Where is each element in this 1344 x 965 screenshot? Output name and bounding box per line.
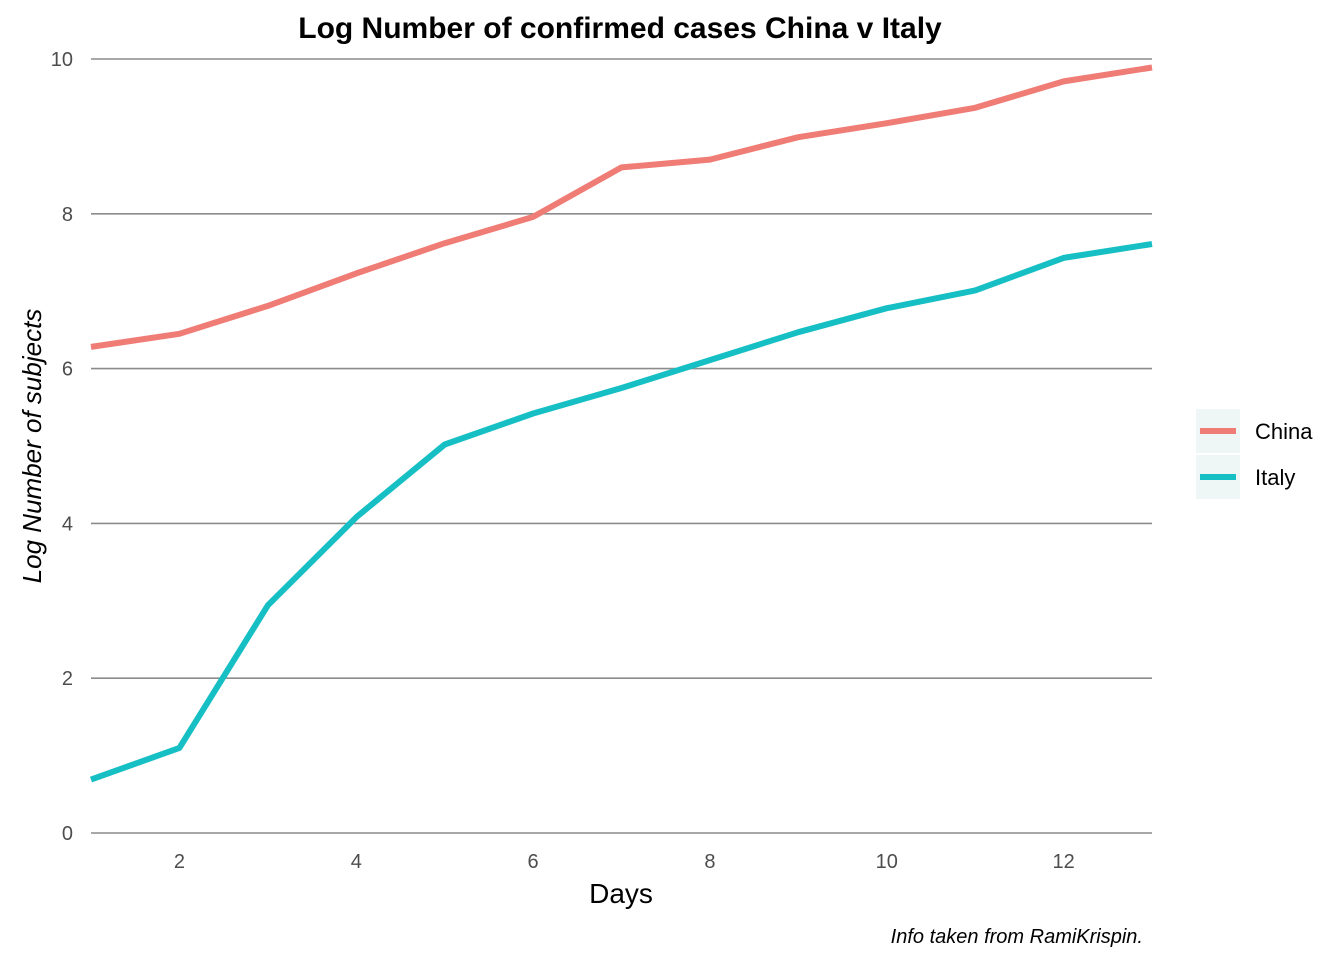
x-axis-ticks: 2 4 6 8 10 12 xyxy=(174,851,1075,873)
y-tick-label: 4 xyxy=(62,513,73,535)
x-tick-label: 4 xyxy=(351,851,362,873)
y-tick-label: 2 xyxy=(62,668,73,690)
x-tick-label: 6 xyxy=(528,851,539,873)
x-tick-label: 10 xyxy=(876,851,898,873)
y-tick-label: 10 xyxy=(51,49,73,71)
chart-title: Log Number of confirmed cases China v It… xyxy=(298,12,942,45)
y-axis-title: Log Number of subjects xyxy=(17,309,47,584)
series-lines xyxy=(89,64,1153,783)
series-line-italy xyxy=(89,241,1153,783)
chart-caption: Info taken from RamiKrispin. xyxy=(891,926,1143,948)
legend-label-italy: Italy xyxy=(1255,465,1295,490)
y-tick-label: 0 xyxy=(62,823,73,845)
series-line-china xyxy=(90,64,1153,350)
legend: China Italy xyxy=(1196,409,1313,499)
y-axis-ticks: 0 2 4 6 8 10 xyxy=(51,49,73,845)
x-axis-title: Days xyxy=(589,878,653,909)
y-tick-label: 8 xyxy=(62,204,73,226)
x-tick-label: 12 xyxy=(1052,851,1074,873)
x-tick-label: 8 xyxy=(704,851,715,873)
x-tick-label: 2 xyxy=(174,851,185,873)
legend-label-china: China xyxy=(1255,419,1313,444)
gridlines xyxy=(91,58,1152,834)
y-tick-label: 6 xyxy=(62,359,73,381)
